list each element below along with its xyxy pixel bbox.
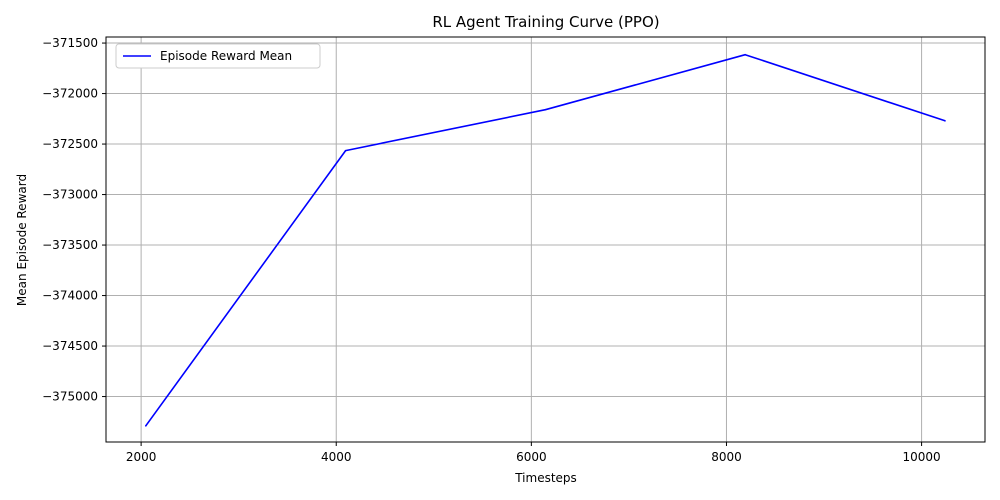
x-tick-label: 4000 bbox=[321, 450, 352, 464]
y-tick-label: −374500 bbox=[42, 339, 98, 353]
plot-frame bbox=[105, 36, 986, 443]
y-tick-label: −371500 bbox=[42, 36, 98, 50]
y-tick-label: −375000 bbox=[42, 390, 98, 404]
data-point bbox=[744, 53, 747, 56]
legend-box bbox=[115, 43, 321, 69]
legend-label-episode-reward-mean: Episode Reward Mean bbox=[160, 49, 292, 63]
chart-title: RL Agent Training Curve (PPO) bbox=[432, 13, 659, 31]
y-tick-label: −372000 bbox=[42, 87, 98, 101]
data-point bbox=[145, 425, 147, 427]
y-axis-label: Mean Episode Reward bbox=[15, 174, 29, 306]
axis-ticks: 2000 4000 6000 8000 10000 −375000 −374500 −3740… bbox=[42, 36, 941, 464]
x-tick-label: 2000 bbox=[126, 450, 157, 464]
y-tick-label: −372500 bbox=[42, 137, 98, 151]
grid bbox=[106, 37, 985, 442]
data-point bbox=[344, 149, 347, 152]
y-tick-label: −373000 bbox=[42, 188, 98, 202]
data-point bbox=[944, 120, 946, 122]
y-tick-label: −374000 bbox=[42, 289, 98, 303]
data-point bbox=[544, 108, 547, 111]
x-tick-label: 10000 bbox=[902, 450, 940, 464]
x-axis-label: Timesteps bbox=[514, 471, 577, 485]
series-layer bbox=[145, 53, 946, 427]
x-tick-label: 8000 bbox=[711, 450, 742, 464]
y-tick-label: −373500 bbox=[42, 238, 98, 252]
legend: Episode Reward Mean bbox=[115, 43, 321, 69]
x-tick-label: 6000 bbox=[516, 450, 547, 464]
